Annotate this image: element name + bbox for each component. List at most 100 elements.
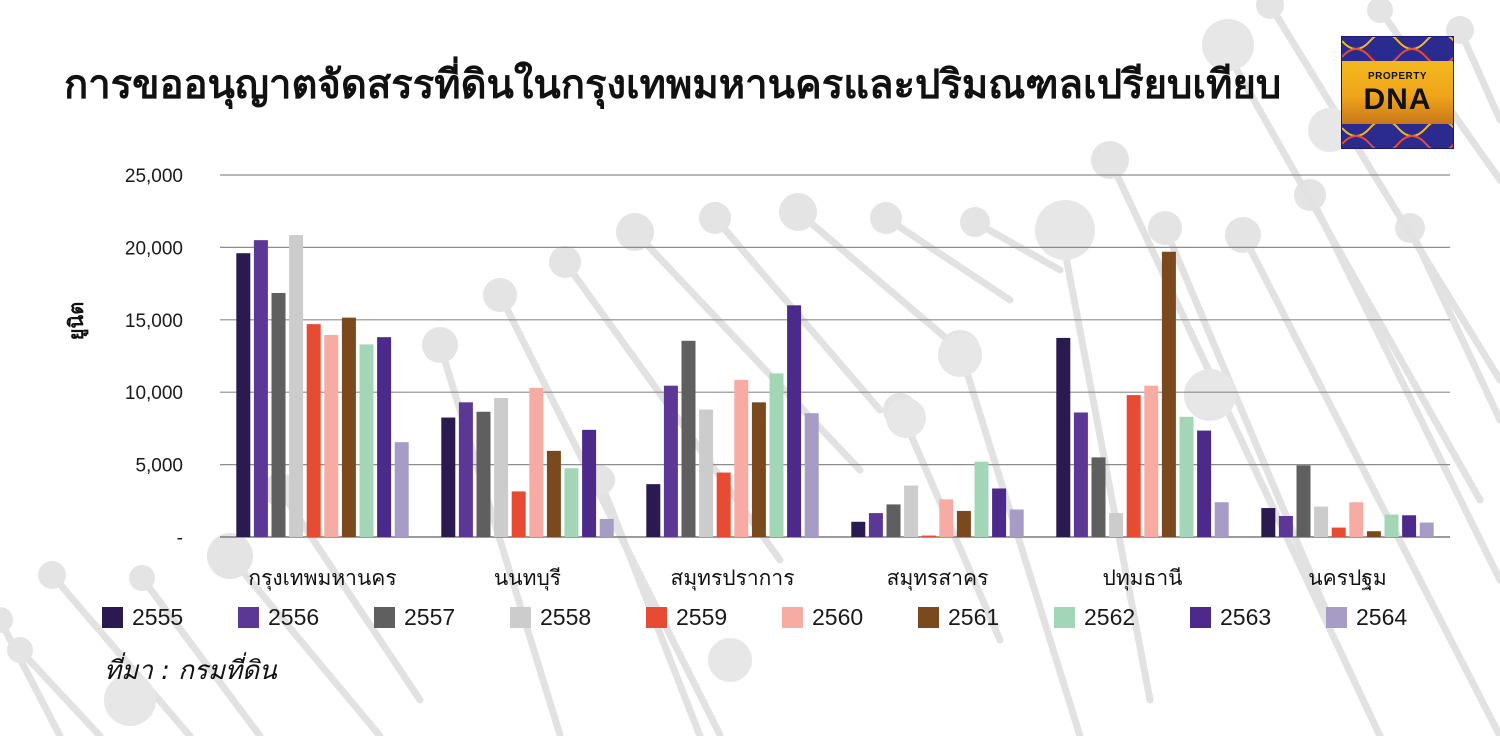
bar bbox=[956, 510, 971, 537]
bar bbox=[1384, 514, 1399, 537]
dna-helix-icon bbox=[1342, 124, 1453, 148]
bar bbox=[1296, 465, 1311, 537]
bar bbox=[1331, 527, 1346, 537]
bar bbox=[1197, 430, 1212, 537]
bar bbox=[699, 409, 714, 537]
bar bbox=[1349, 502, 1364, 537]
bar bbox=[804, 413, 819, 537]
bar bbox=[394, 442, 409, 537]
legend-label: 2558 bbox=[540, 604, 592, 630]
bar bbox=[716, 472, 731, 537]
page-title: การขออนุญาตจัดสรรที่ดินในกรุงเทพมหานครแล… bbox=[64, 62, 1282, 108]
bar bbox=[324, 335, 339, 537]
legend-swatch bbox=[1326, 607, 1347, 628]
bar bbox=[939, 499, 954, 537]
legend-swatch bbox=[102, 607, 123, 628]
legend-swatch bbox=[374, 607, 395, 628]
bar bbox=[511, 491, 526, 537]
legend-swatch bbox=[646, 607, 667, 628]
bar bbox=[992, 488, 1007, 537]
bar bbox=[868, 513, 883, 537]
legend-label: 2559 bbox=[676, 604, 728, 630]
bar bbox=[306, 324, 321, 537]
bar bbox=[1144, 385, 1159, 537]
logo-text-property: PROPERTY bbox=[1367, 71, 1427, 82]
bar bbox=[236, 253, 251, 537]
legend-label: 2557 bbox=[404, 604, 456, 630]
legend-swatch bbox=[238, 607, 259, 628]
bar bbox=[271, 293, 286, 537]
bar bbox=[377, 337, 392, 537]
legend-swatch bbox=[782, 607, 803, 628]
bar bbox=[921, 535, 936, 537]
legend-label: 2564 bbox=[1356, 604, 1408, 630]
bar bbox=[663, 385, 678, 537]
bar bbox=[1109, 513, 1124, 537]
bar bbox=[904, 485, 919, 537]
bar bbox=[1214, 502, 1229, 537]
bar bbox=[1161, 251, 1176, 537]
source-note: ที่มา : กรมที่ดิน bbox=[104, 656, 277, 686]
legend-label: 2555 bbox=[132, 604, 184, 630]
legend-label: 2561 bbox=[948, 604, 1000, 630]
bar bbox=[359, 344, 374, 537]
bar bbox=[769, 373, 784, 537]
y-tick-label: 5,000 bbox=[135, 456, 183, 477]
bar bbox=[1126, 395, 1141, 537]
legend-label: 2556 bbox=[268, 604, 320, 630]
x-tick-label: นนทบุรี bbox=[494, 566, 561, 591]
legend-item: 2555 bbox=[102, 604, 238, 631]
bar bbox=[1278, 516, 1293, 537]
bar bbox=[646, 484, 661, 537]
bar bbox=[1366, 531, 1381, 537]
bar bbox=[599, 518, 614, 537]
bar bbox=[476, 411, 491, 537]
bar bbox=[681, 340, 696, 537]
bar bbox=[851, 521, 866, 537]
x-tick-label: นครปฐม bbox=[1308, 566, 1386, 590]
bar bbox=[1091, 457, 1106, 537]
bar bbox=[253, 240, 268, 537]
x-tick-label: สมุทรปราการ bbox=[671, 566, 795, 591]
y-axis-label: ยูนิต bbox=[64, 302, 90, 340]
legend-item: 2562 bbox=[1054, 604, 1190, 631]
bar bbox=[458, 402, 473, 537]
legend-swatch bbox=[918, 607, 939, 628]
bar bbox=[441, 417, 456, 537]
legend-item: 2559 bbox=[646, 604, 782, 631]
y-tick-label: 15,000 bbox=[125, 311, 183, 332]
bar bbox=[546, 450, 561, 537]
legend-item: 2563 bbox=[1190, 604, 1326, 631]
logo-text-dna: DNA bbox=[1363, 83, 1432, 116]
legend-item: 2560 bbox=[782, 604, 918, 631]
bar bbox=[1402, 515, 1417, 537]
legend-label: 2560 bbox=[812, 604, 864, 630]
x-tick-label: กรุงเทพมหานคร bbox=[248, 566, 396, 591]
bar bbox=[289, 235, 304, 538]
bar bbox=[1056, 337, 1071, 537]
y-tick-label: 10,000 bbox=[125, 383, 183, 404]
y-tick-label: - bbox=[177, 528, 183, 549]
bar bbox=[787, 305, 802, 537]
dna-helix-icon bbox=[1342, 37, 1453, 61]
bar bbox=[1073, 412, 1088, 537]
legend-item: 2561 bbox=[918, 604, 1054, 631]
y-tick-label: 20,000 bbox=[125, 238, 183, 259]
bar bbox=[1314, 506, 1329, 537]
legend-swatch bbox=[1054, 607, 1075, 628]
legend-swatch bbox=[1190, 607, 1211, 628]
bar bbox=[529, 387, 544, 537]
y-tick-label: 25,000 bbox=[125, 166, 183, 187]
bar bbox=[341, 317, 356, 537]
legend-item: 2557 bbox=[374, 604, 510, 631]
legend-item: 2558 bbox=[510, 604, 646, 631]
legend-item: 2564 bbox=[1326, 604, 1462, 631]
property-dna-logo: PROPERTY DNA bbox=[1341, 36, 1454, 149]
logo-banner bbox=[1342, 61, 1453, 124]
bar bbox=[734, 379, 749, 537]
bar bbox=[886, 504, 901, 537]
bar bbox=[494, 397, 509, 537]
legend-label: 2563 bbox=[1220, 604, 1272, 630]
chart-legend: 2555 2556 2557 2558 2559 2560 2561 2562 2563 2564 bbox=[102, 604, 1462, 631]
